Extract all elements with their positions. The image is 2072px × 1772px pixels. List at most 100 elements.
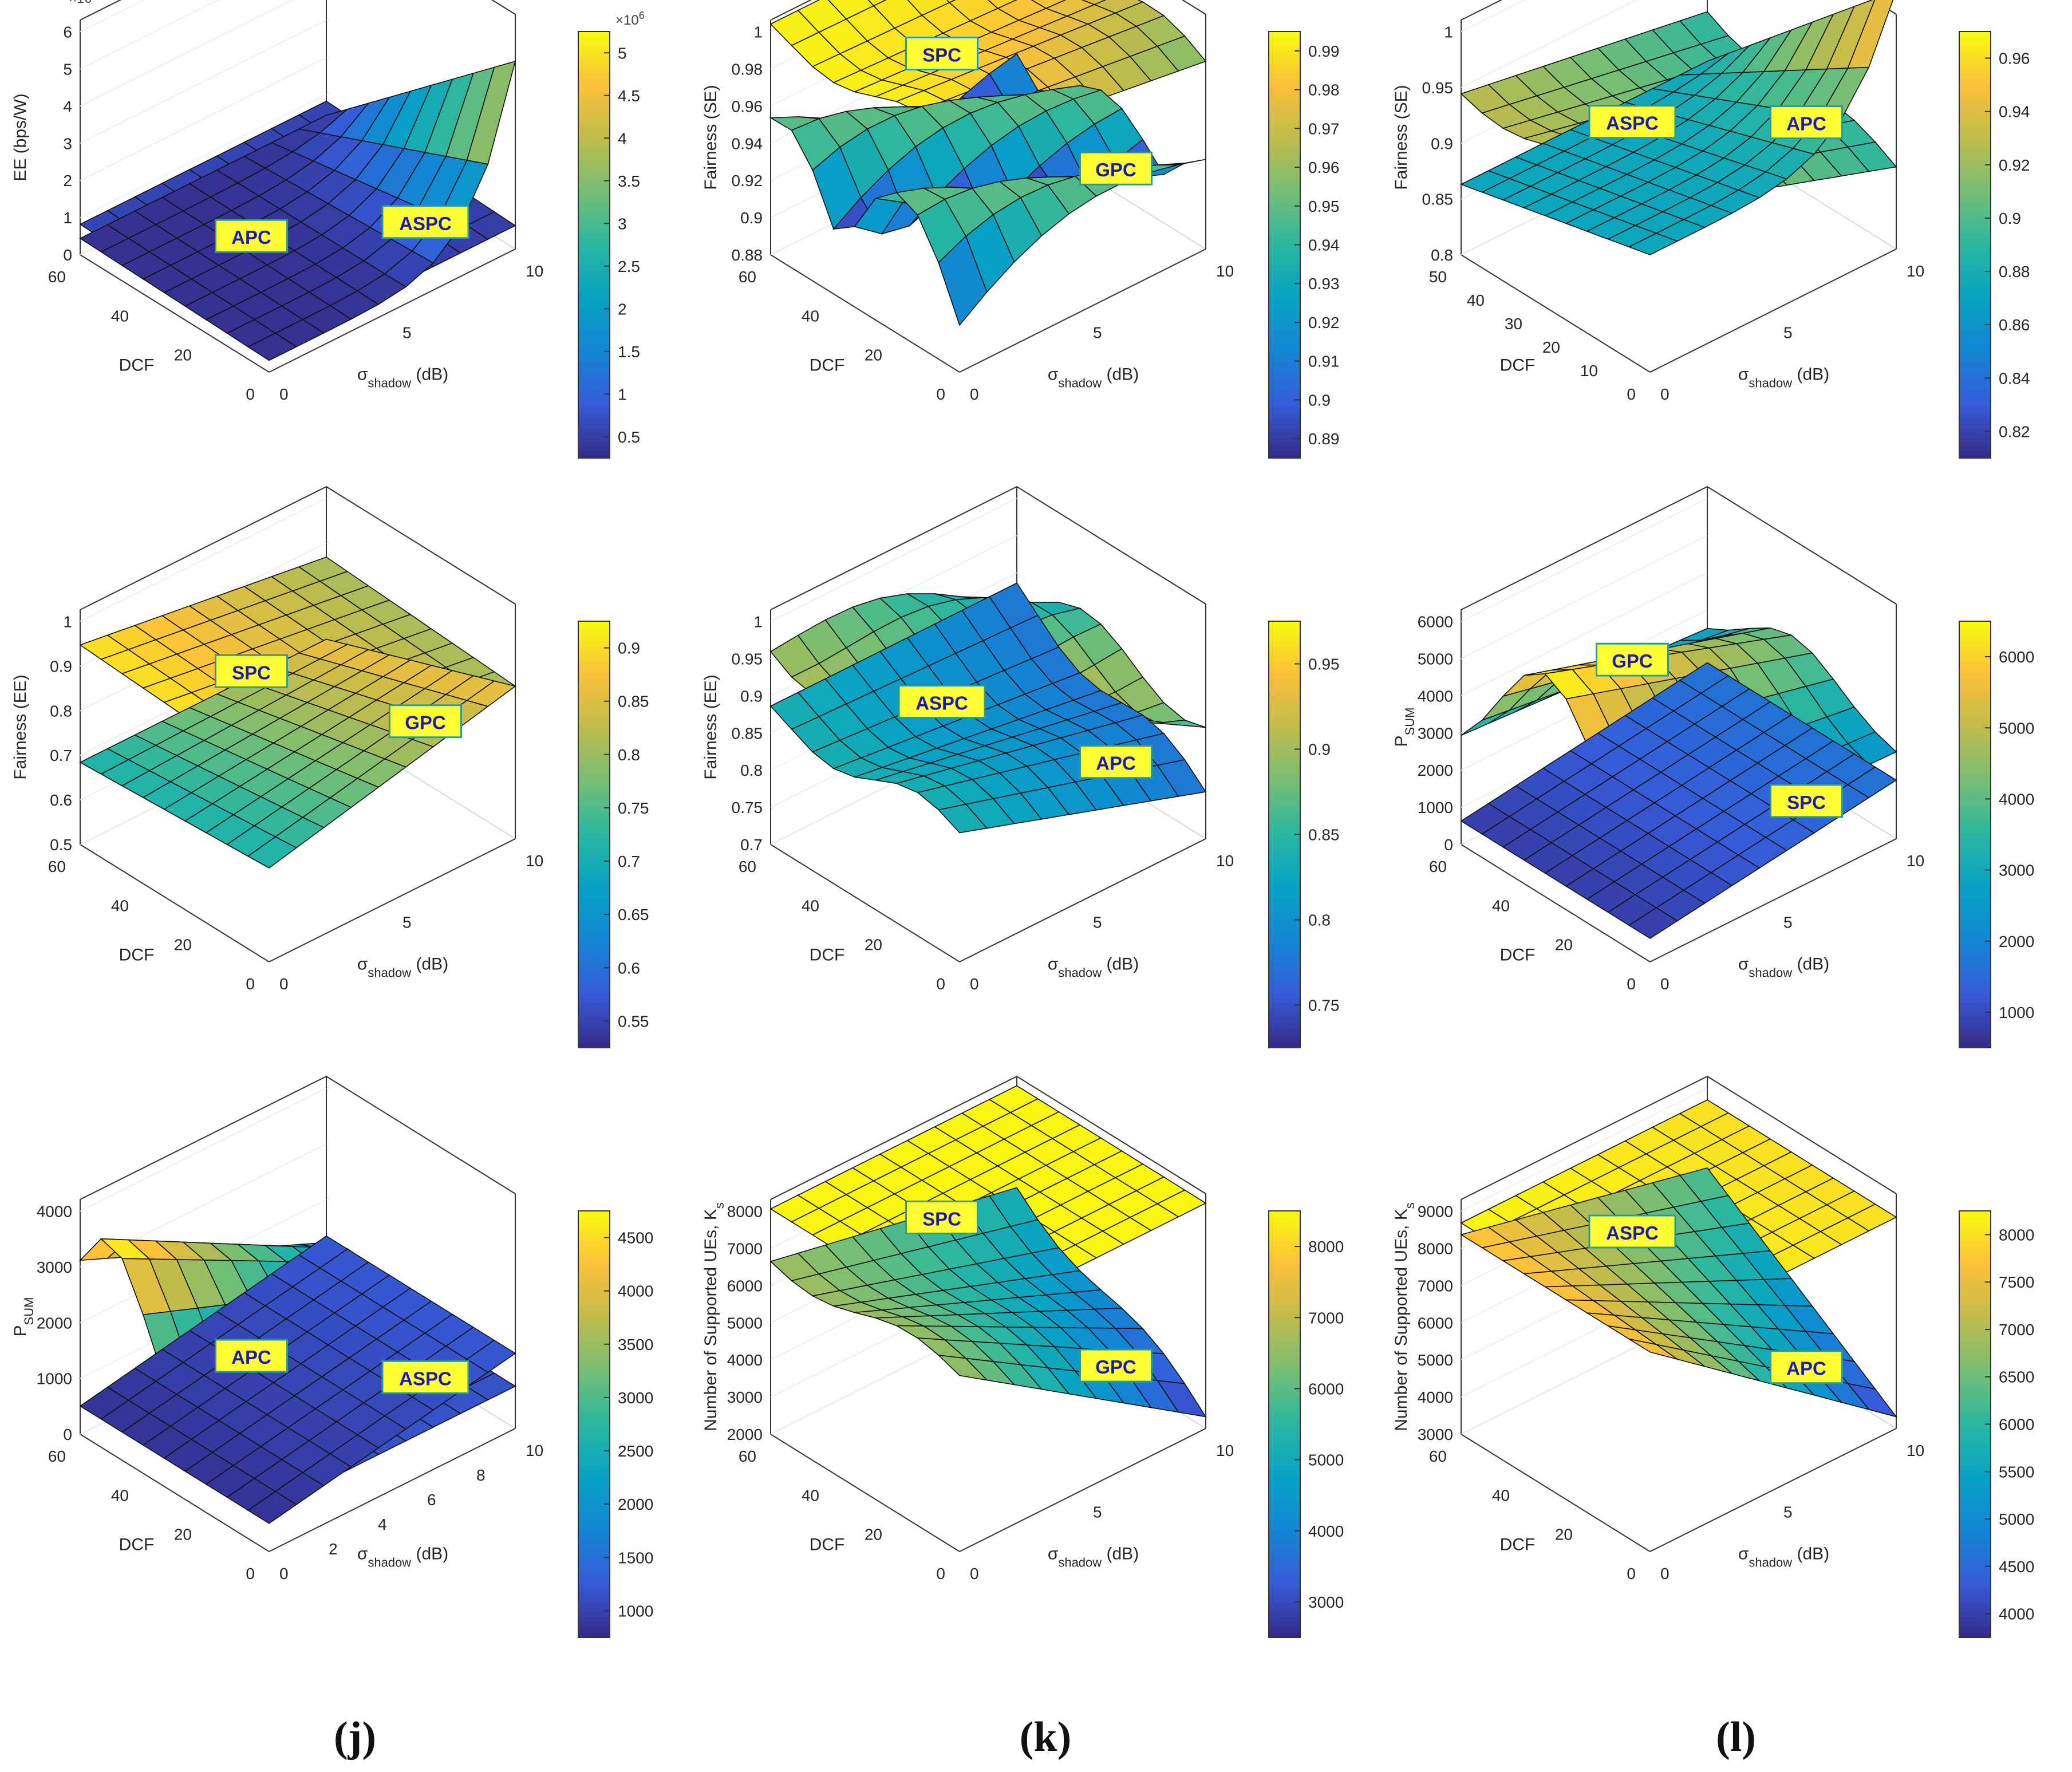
shadow-tick-label: 0 bbox=[970, 975, 979, 993]
panel-j: 0 1000 2000 3000 4000 PSUM 0 20 40 60 DCF 0 2 4 6 8 10 σs… bbox=[11, 1075, 653, 1761]
z-tick-label: 3 bbox=[63, 135, 72, 152]
colorbar-tick-label: 4 bbox=[618, 129, 627, 147]
colorbar-tick-label: 5000 bbox=[1999, 1510, 2034, 1528]
z-axis-label: Number of Supported UEs, Ks bbox=[1392, 1202, 1417, 1431]
colorbar-exponent-label: ×106 bbox=[615, 10, 645, 28]
method-tag-apc: APC bbox=[1786, 113, 1826, 135]
axis-box-edge bbox=[1461, 1076, 1708, 1200]
z-tick-label: 2000 bbox=[1418, 761, 1453, 779]
colorbar-tick-label: 2000 bbox=[1999, 933, 2034, 950]
axis-box-edge bbox=[1707, 1076, 1897, 1194]
z-axis-label: Fairness (SE) bbox=[701, 85, 720, 190]
method-tag-box bbox=[1588, 105, 1676, 139]
dcf-tick-label: 10 bbox=[1580, 362, 1598, 380]
colorbar-tick-label: 6000 bbox=[1308, 1380, 1344, 1398]
z-tick-label: 9000 bbox=[1418, 1203, 1453, 1221]
surface-patch bbox=[1156, 1189, 1207, 1218]
dcf-tick-label: 0 bbox=[936, 1565, 945, 1582]
z-tick-label: 7000 bbox=[1418, 1277, 1453, 1295]
colorbar-tick-label: 0.93 bbox=[1308, 275, 1340, 293]
colorbar-tick-label: 0.95 bbox=[1308, 198, 1340, 215]
method-tag-spc: SPC bbox=[1787, 792, 1826, 813]
method-tag-aspc: ASPC bbox=[399, 1368, 452, 1389]
z-tick-label: 0 bbox=[63, 1426, 72, 1443]
method-tag-gpc: GPC bbox=[1095, 1356, 1136, 1378]
colorbar-tick-label: 0.9 bbox=[618, 640, 640, 657]
shadow-axis-label-unit: (dB) bbox=[1102, 954, 1139, 973]
method-tag-box bbox=[1770, 784, 1843, 818]
z-gridline bbox=[80, 0, 294, 107]
method-tag-box bbox=[1079, 745, 1153, 779]
dcf-tick-label: 40 bbox=[802, 307, 819, 325]
z-gridline bbox=[80, 1087, 327, 1212]
colorbar-tick-label: 6000 bbox=[1999, 648, 2034, 666]
z-tick-label: 4000 bbox=[1418, 1388, 1453, 1406]
shadow-axis-label: σshadow (dB) bbox=[1738, 365, 1829, 390]
surface-patch bbox=[1847, 766, 1897, 799]
method-tag-aspc: ASPC bbox=[915, 693, 968, 714]
z-tick-label: 6000 bbox=[1418, 1314, 1453, 1332]
z-tick-label: 0.5 bbox=[50, 836, 72, 854]
dcf-tick-label: 0 bbox=[936, 385, 945, 403]
z-tick-label: 1 bbox=[63, 209, 72, 227]
z-tick-label: 4 bbox=[63, 97, 72, 115]
z-tick-label: 5000 bbox=[727, 1314, 763, 1332]
colorbar-tick-label: 4000 bbox=[1999, 1605, 2034, 1623]
surface-patch bbox=[466, 1340, 516, 1373]
shadow-tick-label: 10 bbox=[1907, 852, 1924, 870]
shadow-tick-label: 0 bbox=[970, 385, 979, 403]
shadow-axis-label: σshadow (dB) bbox=[357, 1544, 448, 1569]
z-tick-label: 0.95 bbox=[1422, 79, 1454, 97]
axis-box-edge bbox=[1707, 486, 1897, 605]
surface-patch bbox=[465, 680, 516, 707]
z-tick-label: 0.7 bbox=[50, 747, 72, 764]
dcf-tick-label: 40 bbox=[1492, 1486, 1510, 1504]
z-tick-label: 3000 bbox=[1418, 1426, 1453, 1443]
axis-box-edge bbox=[1649, 838, 1897, 962]
surface-patch bbox=[466, 60, 516, 165]
colorbar-tick-label: 0.97 bbox=[1308, 120, 1340, 137]
z-tick-label: 0.9 bbox=[740, 687, 763, 705]
surface-patch bbox=[1846, 1203, 1897, 1232]
shadow-axis-label-sub: shadow bbox=[1058, 965, 1102, 980]
z-tick-label: 0.92 bbox=[732, 172, 763, 190]
z-tick-label: 5 bbox=[63, 60, 72, 78]
z-axis-label-sub: s bbox=[712, 1202, 727, 1209]
dcf-tick-label: 20 bbox=[1555, 936, 1573, 954]
dcf-tick-label: 60 bbox=[48, 858, 66, 875]
surface-patch bbox=[1157, 759, 1207, 797]
colorbar-tick-label: 0.85 bbox=[618, 693, 649, 711]
z-tick-label: 6 bbox=[63, 23, 72, 41]
dcf-axis-label: DCF bbox=[810, 356, 845, 374]
surface-patch bbox=[1846, 1383, 1898, 1418]
shadow-tick-label: 5 bbox=[1783, 324, 1793, 342]
dcf-tick-label: 30 bbox=[1505, 315, 1522, 333]
shadow-axis-label-sub: shadow bbox=[1749, 965, 1792, 980]
surface-patch bbox=[1081, 0, 1107, 5]
colorbar-tick-label: 1000 bbox=[1999, 1004, 2034, 1021]
panel-caption: (l) bbox=[1716, 1714, 1756, 1761]
z-gridline bbox=[80, 57, 327, 181]
colorbar-tick-label: 3.5 bbox=[618, 172, 640, 190]
axis-box-edge bbox=[770, 1434, 960, 1552]
method-tag-box bbox=[898, 685, 986, 719]
panel-d: 0 1 2 3 4 5 6 EE (bps/W) ×106 0 20 40 60 DCF 0 5 10 σshad… bbox=[11, 0, 645, 581]
shadow-axis-label-sub: shadow bbox=[1058, 1555, 1102, 1569]
panel-caption: (j) bbox=[334, 1714, 376, 1761]
colorbar-tick-label: 0.92 bbox=[1308, 314, 1340, 331]
dcf-tick-label: 40 bbox=[802, 1486, 819, 1504]
dcf-tick-label: 60 bbox=[1429, 858, 1447, 875]
colorbar-tick-label: 0.5 bbox=[618, 428, 640, 446]
z-tick-label: 0.88 bbox=[732, 246, 763, 264]
method-tag-box bbox=[905, 1200, 978, 1234]
colorbar-tick-label: 2500 bbox=[618, 1442, 653, 1460]
colorbar-tick-label: 0.89 bbox=[1308, 430, 1340, 448]
colorbar bbox=[1268, 1210, 1301, 1638]
dcf-tick-label: 0 bbox=[246, 975, 255, 993]
shadow-axis-label: σshadow (dB) bbox=[357, 954, 448, 980]
z-tick-label: 0 bbox=[1444, 836, 1453, 854]
colorbar bbox=[1959, 621, 1991, 1048]
z-tick-label: 3000 bbox=[1418, 724, 1453, 742]
